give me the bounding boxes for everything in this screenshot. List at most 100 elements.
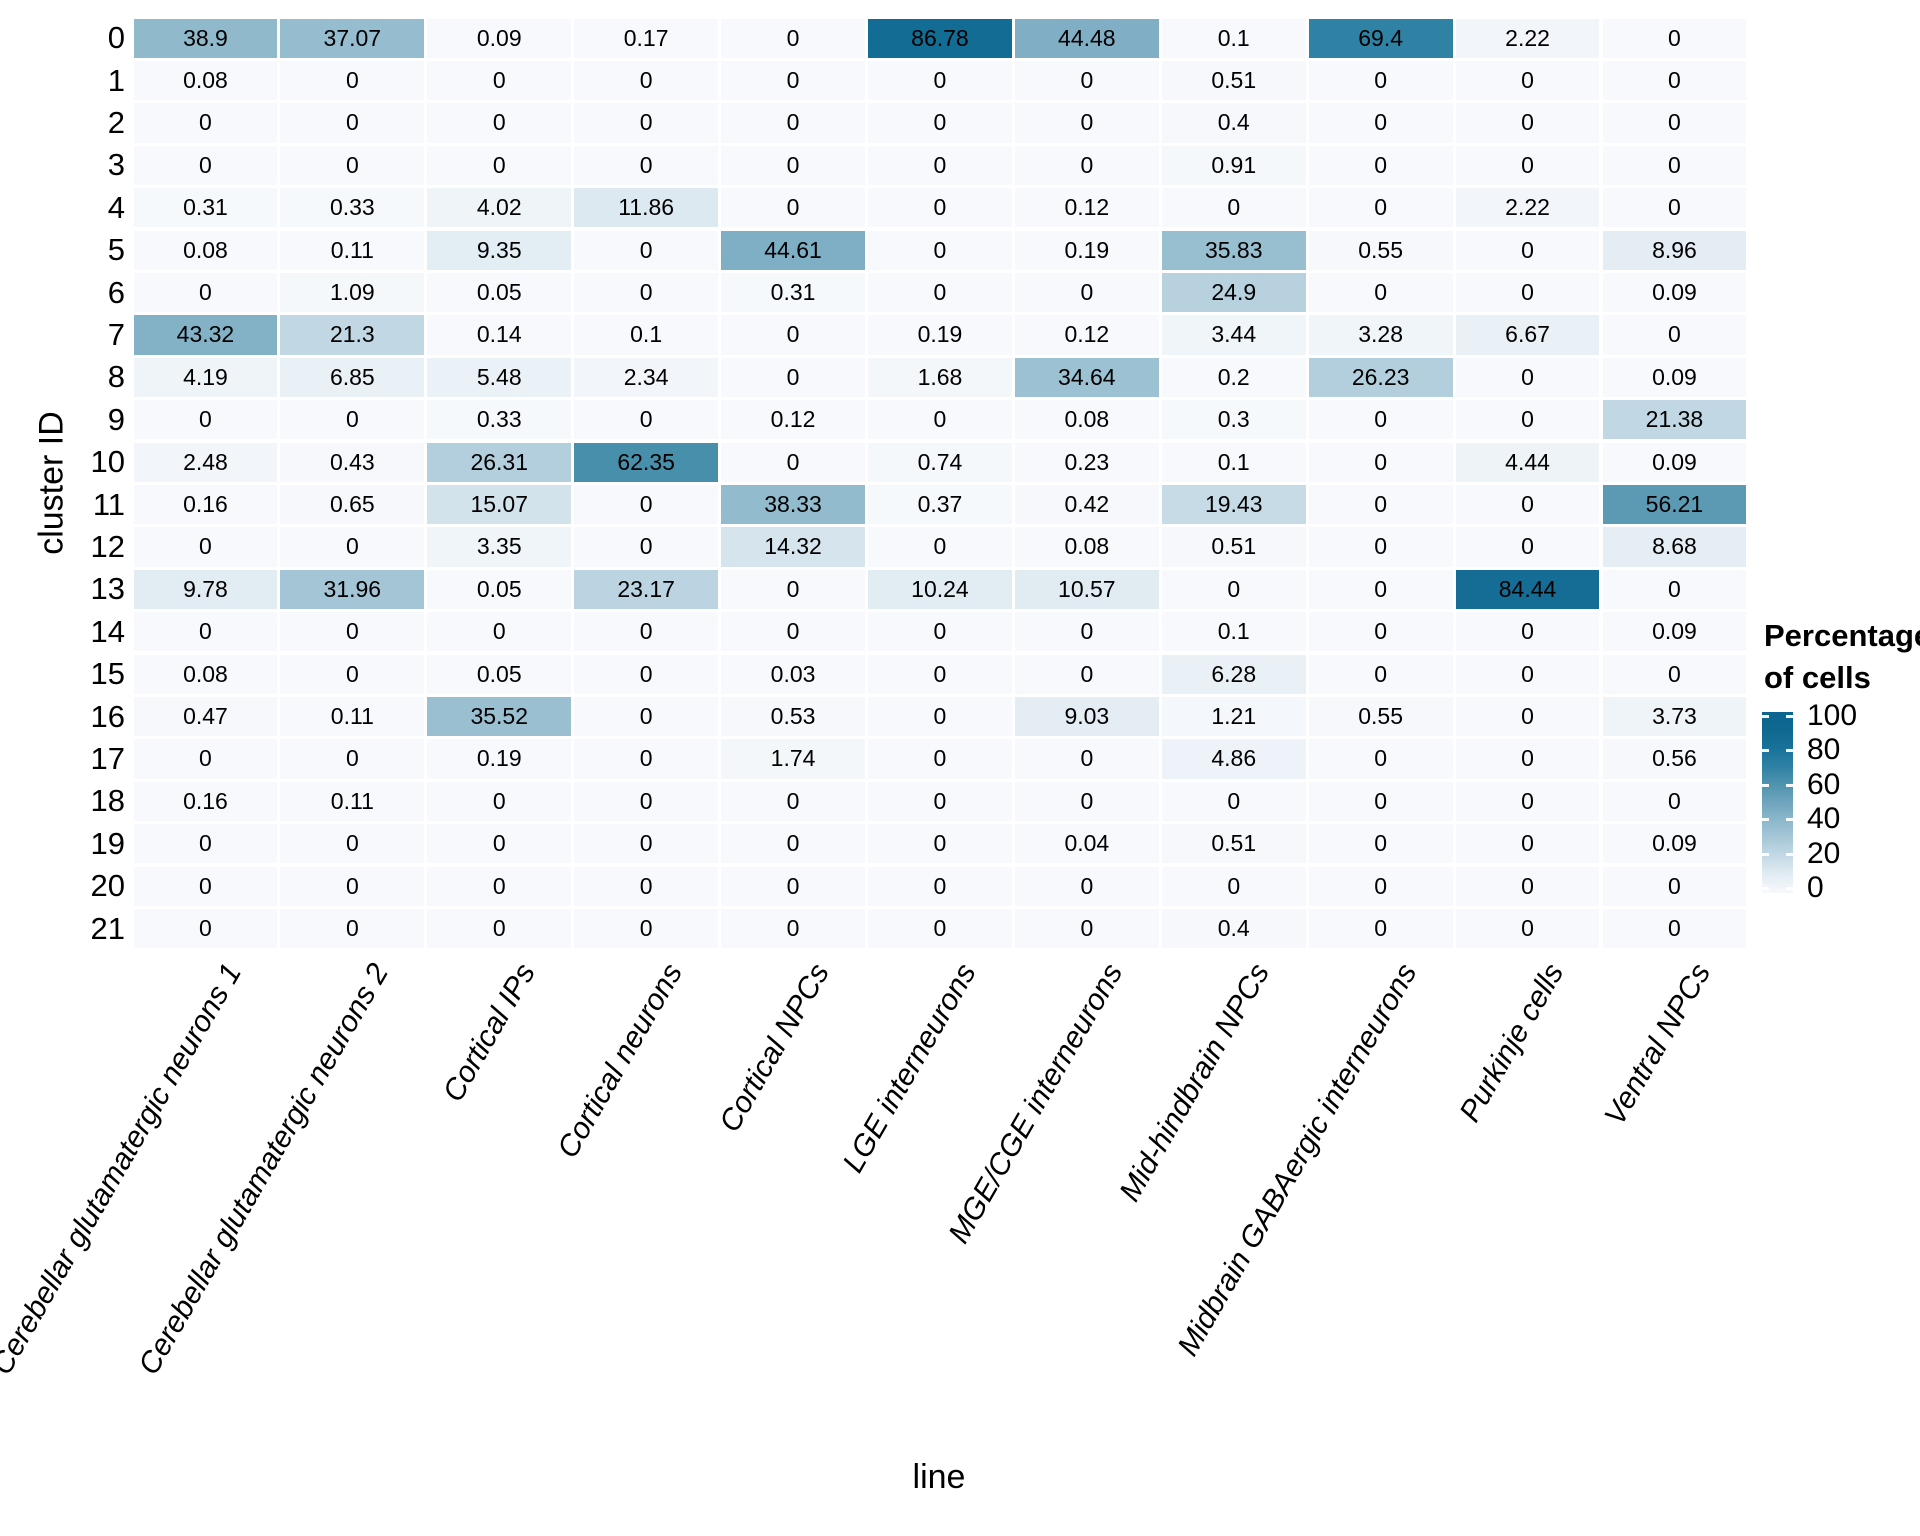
x-axis-title: line xyxy=(912,1458,966,1496)
heatmap-cell: 0.4 xyxy=(1161,908,1306,949)
colorbar-tick-mark xyxy=(1762,749,1769,753)
heatmap-cell: 0 xyxy=(1455,908,1600,949)
heatmap-cell: 0 xyxy=(427,781,572,822)
heatmap-cell: 0 xyxy=(1455,612,1600,652)
heatmap-cell: 0 xyxy=(133,612,278,652)
heatmap-cell: 0 xyxy=(280,145,425,186)
heatmap-cell: 0 xyxy=(1455,866,1600,906)
heatmap-cell: 0.74 xyxy=(868,442,1012,482)
colorbar-tick-mark xyxy=(1786,887,1793,890)
y-axis-tick-label: 14 xyxy=(90,613,125,649)
heatmap-cell: 0.1 xyxy=(1161,18,1306,58)
heatmap-cell: 86.78 xyxy=(868,18,1012,58)
colorbar-tick-mark xyxy=(1762,783,1769,787)
heatmap-cell: 0 xyxy=(574,612,719,652)
heatmap-cell: 0 xyxy=(574,739,719,779)
y-axis-tick-label: 9 xyxy=(107,401,125,437)
heatmap-cell: 0.08 xyxy=(133,230,278,270)
heatmap-cell: 11.86 xyxy=(574,188,719,228)
heatmap-cell: 37.07 xyxy=(280,18,425,58)
heatmap-cell: 0 xyxy=(1455,60,1600,101)
heatmap-cell: 0 xyxy=(1014,272,1159,313)
heatmap-cell: 0.09 xyxy=(1602,824,1747,864)
heatmap-cell: 0 xyxy=(1455,824,1600,864)
heatmap-cell: 0 xyxy=(721,442,865,482)
heatmap-cell: 0 xyxy=(868,866,1012,906)
heatmap-cell: 0 xyxy=(1308,654,1453,694)
heatmap-cell: 0 xyxy=(1308,400,1453,440)
heatmap-cell: 44.61 xyxy=(721,230,865,270)
heatmap-cell: 0 xyxy=(574,781,719,822)
heatmap-cell: 0 xyxy=(280,739,425,779)
heatmap-cell: 0 xyxy=(1602,654,1747,694)
heatmap-cell: 0 xyxy=(574,272,719,313)
heatmap-cell: 0 xyxy=(133,103,278,143)
heatmap-cell: 0.19 xyxy=(1014,230,1159,270)
heatmap-cell: 0 xyxy=(1308,442,1453,482)
y-axis-tick-label: 19 xyxy=(90,825,125,861)
heatmap-cell: 0 xyxy=(133,527,278,567)
heatmap-cell: 0 xyxy=(1308,145,1453,186)
heatmap-cell: 0 xyxy=(1014,781,1159,822)
heatmap-cell: 0 xyxy=(868,60,1012,101)
colorbar-tick-mark xyxy=(1762,852,1769,856)
heatmap-cell: 21.38 xyxy=(1602,400,1747,440)
heatmap-cell: 0.65 xyxy=(280,484,425,525)
colorbar-tick-mark xyxy=(1762,887,1769,890)
heatmap-cell: 0 xyxy=(574,654,719,694)
heatmap-cell: 2.34 xyxy=(574,357,719,398)
heatmap-cell: 43.32 xyxy=(133,315,278,355)
heatmap-cell: 0.09 xyxy=(427,18,572,58)
heatmap-cell: 0 xyxy=(1014,739,1159,779)
heatmap-cell: 5.48 xyxy=(427,357,572,398)
heatmap-cell: 0.05 xyxy=(427,569,572,610)
heatmap-cell: 0 xyxy=(1161,569,1306,610)
x-axis-tick-label: Purkinje cells xyxy=(1453,958,1571,1128)
heatmap-cell: 19.43 xyxy=(1161,484,1306,525)
y-axis-tick-label: 13 xyxy=(90,571,125,607)
heatmap-cell: 0 xyxy=(868,654,1012,694)
heatmap-cell: 0 xyxy=(427,60,572,101)
heatmap-cell: 0 xyxy=(868,103,1012,143)
heatmap-cell: 0.11 xyxy=(280,696,425,737)
heatmap-cell: 1.21 xyxy=(1161,696,1306,737)
heatmap-cell: 0.2 xyxy=(1161,357,1306,398)
heatmap-cell: 6.85 xyxy=(280,357,425,398)
heatmap-cell: 9.35 xyxy=(427,230,572,270)
heatmap-cell: 0 xyxy=(1308,612,1453,652)
heatmap-cell: 0 xyxy=(1455,357,1600,398)
heatmap-cell: 0 xyxy=(280,824,425,864)
heatmap-cell: 0 xyxy=(1308,103,1453,143)
colorbar-tick-mark xyxy=(1786,749,1793,753)
heatmap-cell: 38.33 xyxy=(721,484,865,525)
heatmap-cell: 69.4 xyxy=(1308,18,1453,58)
heatmap-cell: 0.12 xyxy=(1014,188,1159,228)
y-axis-tick-label: 16 xyxy=(90,698,125,734)
heatmap-cell: 0 xyxy=(868,400,1012,440)
heatmap-cell: 2.22 xyxy=(1455,188,1600,228)
heatmap-cell: 0 xyxy=(1308,908,1453,949)
heatmap-cell: 0 xyxy=(868,527,1012,567)
heatmap-cell: 2.22 xyxy=(1455,18,1600,58)
y-axis-tick-label: 8 xyxy=(107,359,125,395)
heatmap-cell: 0 xyxy=(721,103,865,143)
heatmap-cell: 0 xyxy=(1308,569,1453,610)
legend-title-line2: of cells xyxy=(1764,660,1871,695)
heatmap-cell: 0.3 xyxy=(1161,400,1306,440)
heatmap-cell: 0.08 xyxy=(133,60,278,101)
heatmap-cell: 0.55 xyxy=(1308,230,1453,270)
heatmap-cell: 0 xyxy=(1161,781,1306,822)
colorbar-gradient xyxy=(1762,712,1793,893)
heatmap-cell: 0 xyxy=(1455,400,1600,440)
heatmap-cell: 0 xyxy=(868,908,1012,949)
x-axis-tick-label: Cerebellar glutamatergic neurons 1 xyxy=(0,958,249,1381)
heatmap-cell: 0 xyxy=(427,103,572,143)
heatmap-cell: 4.86 xyxy=(1161,739,1306,779)
heatmap-cell: 0 xyxy=(868,824,1012,864)
heatmap-cell: 0 xyxy=(427,866,572,906)
heatmap-cell: 0.43 xyxy=(280,442,425,482)
heatmap-cell: 0 xyxy=(133,866,278,906)
heatmap-cell: 0.05 xyxy=(427,654,572,694)
heatmap-cell: 24.9 xyxy=(1161,272,1306,313)
heatmap-cell: 3.28 xyxy=(1308,315,1453,355)
